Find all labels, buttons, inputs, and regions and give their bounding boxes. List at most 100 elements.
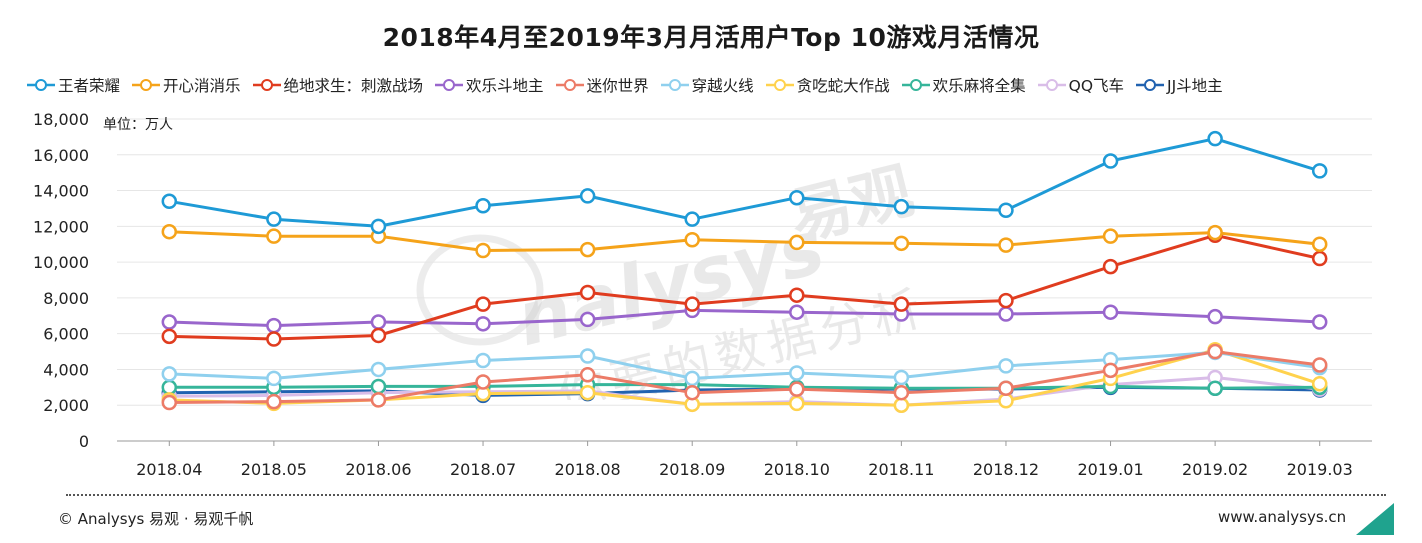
data-point <box>266 228 282 244</box>
x-tick-label: 2018.05 <box>241 460 307 479</box>
data-point <box>789 381 805 397</box>
series-3 <box>161 227 1328 347</box>
data-point <box>893 384 910 401</box>
x-tick-label: 2018.11 <box>868 460 934 479</box>
data-point <box>370 327 387 344</box>
data-point <box>579 367 596 383</box>
data-point <box>789 365 805 381</box>
data-point <box>579 348 596 364</box>
data-point <box>998 358 1014 374</box>
data-point <box>579 384 596 401</box>
series-1 <box>161 130 1328 235</box>
series-6 <box>161 344 1328 387</box>
legend-item[interactable]: 穿越火线 <box>660 74 754 96</box>
legend-marker-icon <box>1037 79 1066 91</box>
legend-label: 王者荣耀 <box>58 77 121 95</box>
legend-marker-icon <box>435 79 464 91</box>
legend-label: 欢乐斗地主 <box>466 77 544 95</box>
chart-title: 2018年4月至2019年3月月活用户Top 10游戏月活情况 <box>382 23 1040 52</box>
x-tick-label: 2019.02 <box>1182 460 1248 479</box>
footer-divider <box>66 494 1386 496</box>
y-tick-label: 18,000 <box>33 110 89 129</box>
x-tick-label: 2018.04 <box>136 460 202 479</box>
series-5 <box>161 343 1328 411</box>
data-point <box>161 379 178 396</box>
y-tick-label: 16,000 <box>33 146 89 165</box>
data-point <box>1207 224 1223 241</box>
legend-item[interactable]: QQ飞车 <box>1037 74 1124 96</box>
chart-legend: 王者荣耀 开心消消乐 绝地求生：刺激战场 欢乐斗地主 迷你世界 穿越火线 贪吃蛇大作战 欢乐麻… <box>26 72 1416 98</box>
data-point <box>893 296 910 312</box>
legend-label: 开心消消乐 <box>163 77 241 95</box>
data-point <box>370 218 387 235</box>
legend-item[interactable]: 王者荣耀 <box>26 74 120 96</box>
data-point <box>1311 163 1328 179</box>
y-tick-label: 6,000 <box>43 325 89 344</box>
legend-label: 绝地求生：刺激战场 <box>283 77 424 95</box>
data-point <box>579 188 596 204</box>
series-line <box>169 308 1320 328</box>
data-point <box>579 241 596 258</box>
data-point <box>475 316 491 332</box>
data-point <box>684 370 700 387</box>
data-point <box>1311 314 1328 330</box>
legend-marker-icon <box>132 79 161 91</box>
data-point <box>475 242 491 259</box>
data-point <box>161 193 178 210</box>
series-line <box>169 383 1320 390</box>
data-point <box>1102 228 1119 244</box>
y-tick-label: 14,000 <box>33 182 89 201</box>
data-point <box>1102 153 1119 169</box>
data-point <box>266 370 282 387</box>
data-point <box>161 366 178 382</box>
x-tick-label: 2018.09 <box>659 460 725 479</box>
legend-item[interactable]: 开心消消乐 <box>131 74 241 96</box>
legend-item[interactable]: 欢乐斗地主 <box>434 74 544 96</box>
data-point <box>684 384 700 401</box>
y-tick-label: 8,000 <box>43 289 89 308</box>
data-point <box>266 393 282 410</box>
legend-item[interactable]: 绝地求生：刺激战场 <box>252 74 424 96</box>
data-point <box>475 352 491 369</box>
series-4 <box>161 302 1328 334</box>
legend-marker-icon <box>1136 79 1165 91</box>
unit-label: 单位：万人 <box>103 117 173 133</box>
data-point <box>684 211 700 227</box>
y-tick-label: 12,000 <box>33 217 89 236</box>
data-point <box>1311 250 1328 267</box>
series-line <box>169 137 1321 228</box>
x-tick-label: 2018.06 <box>345 460 411 479</box>
x-tick-label: 2018.12 <box>973 460 1039 479</box>
data-point <box>684 296 700 312</box>
legend-marker-icon <box>660 79 689 91</box>
data-point <box>161 223 178 240</box>
data-point <box>579 311 596 328</box>
legend-item[interactable]: JJ斗地主 <box>1135 74 1223 96</box>
legend-marker-icon <box>252 79 281 91</box>
data-point <box>370 314 387 330</box>
data-point <box>893 198 910 215</box>
data-point <box>893 235 910 252</box>
data-point <box>998 202 1014 218</box>
y-tick-label: 4,000 <box>43 360 89 379</box>
legend-item[interactable]: 迷你世界 <box>555 74 649 96</box>
footer-website-link[interactable]: www.analysys.cn <box>1218 508 1347 526</box>
legend-marker-icon <box>555 79 584 91</box>
legend-item[interactable]: 贪吃蛇大作战 <box>765 74 890 96</box>
data-point <box>998 237 1014 253</box>
data-point <box>475 374 491 390</box>
data-point <box>266 211 282 227</box>
data-point <box>370 392 387 408</box>
x-tick-label: 2019.01 <box>1077 460 1143 479</box>
data-point <box>1311 357 1328 373</box>
footer-copyright: © Analysys 易观 · 易观千帆 <box>58 510 254 528</box>
legend-label: JJ斗地主 <box>1167 77 1223 95</box>
data-point <box>1207 308 1223 325</box>
data-point <box>370 361 387 378</box>
data-point <box>789 287 805 303</box>
legend-item[interactable]: 欢乐麻将全集 <box>901 74 1026 96</box>
series-line <box>169 233 1321 341</box>
data-point <box>475 198 491 214</box>
series-line <box>169 350 1320 404</box>
data-point <box>266 317 282 334</box>
